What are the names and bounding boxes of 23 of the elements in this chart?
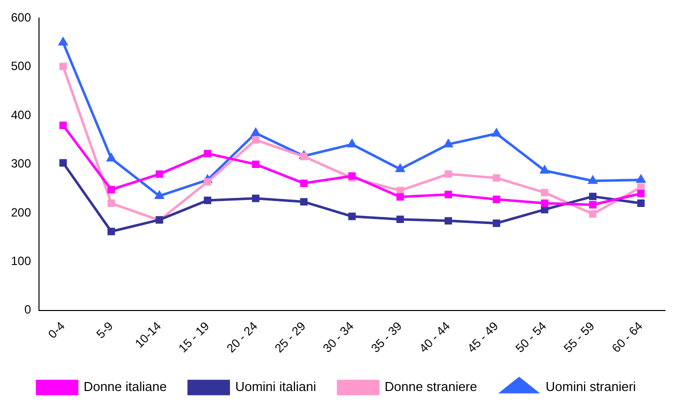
x-tick-label: 40 - 44 (416, 318, 454, 356)
x-tick-label: 20 - 24 (224, 318, 260, 356)
y-tick-label: 600 (10, 10, 32, 25)
x-tick-label: 0-4 (45, 318, 68, 342)
y-tick-label: 500 (10, 59, 32, 74)
x-tick-label: 35 - 39 (368, 318, 405, 356)
y-tick-label: 400 (10, 108, 32, 122)
x-tick-label: 25 - 29 (272, 318, 309, 356)
x-tick-label: 30 - 34 (320, 318, 357, 356)
x-tick-label: 55 - 59 (560, 318, 598, 356)
y-tick-label: 200 (10, 205, 32, 220)
y-tick-label: 300 (10, 156, 32, 171)
legend-label: Donne italiane (84, 379, 167, 394)
x-tick-label: 45 - 49 (464, 318, 502, 356)
y-tick-label: 100 (10, 254, 32, 268)
legend-label: Uomini italiani (235, 379, 316, 394)
x-tick-label: 5-9 (94, 318, 116, 342)
legend-label: Uomini stranieri (546, 379, 636, 394)
x-tick-label: 50 - 54 (512, 318, 550, 356)
x-tick-label: 15 - 19 (176, 318, 212, 356)
legend-label: Donne straniere (384, 379, 478, 394)
y-tick-label: 0 (24, 302, 32, 317)
x-tick-label: 60 - 64 (609, 318, 646, 356)
